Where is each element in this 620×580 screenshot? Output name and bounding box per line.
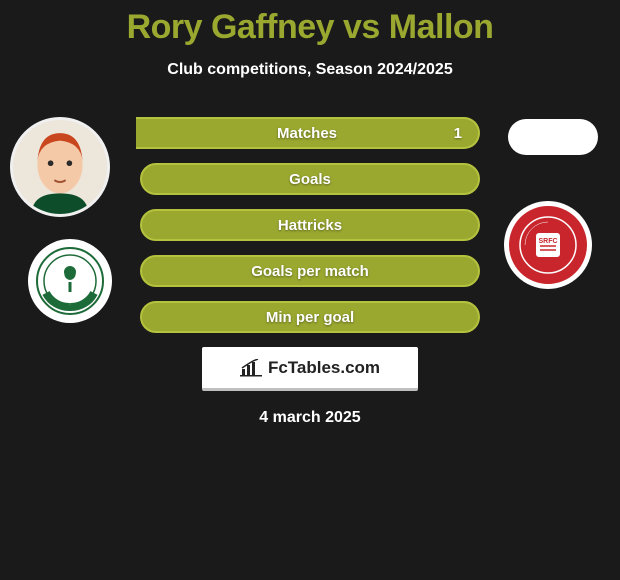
player-face-icon — [13, 120, 107, 214]
brand-text: FcTables.com — [268, 358, 380, 378]
bar-min-per-goal: Min per goal — [140, 301, 480, 333]
svg-text:SRFC: SRFC — [538, 238, 557, 245]
bar-label: Matches — [277, 125, 337, 142]
club-crest-right: SRFC — [504, 201, 592, 289]
player-avatar-left — [10, 117, 110, 217]
bar-hattricks: Hattricks — [140, 209, 480, 241]
comparison-panel: SRFC Matches 1 Goals Hattricks Goals per… — [0, 117, 620, 427]
shamrock-crest-icon — [35, 246, 105, 316]
stat-bars: Matches 1 Goals Hattricks Goals per matc… — [140, 117, 480, 333]
bar-label: Hattricks — [278, 217, 342, 234]
chart-icon — [240, 359, 262, 377]
bar-goals-per-match: Goals per match — [140, 255, 480, 287]
page-title: Rory Gaffney vs Mallon — [0, 0, 620, 47]
right-player-column: SRFC — [500, 117, 610, 289]
club-crest-left — [28, 239, 112, 323]
sligo-crest-icon: SRFC — [513, 210, 583, 280]
left-player-column — [10, 117, 130, 323]
bar-goals: Goals — [140, 163, 480, 195]
brand-box: FcTables.com — [202, 347, 418, 391]
bar-label: Goals — [289, 171, 331, 188]
bar-value-right: 1 — [454, 125, 462, 142]
bar-label: Goals per match — [251, 263, 369, 280]
footer-date: 4 march 2025 — [0, 409, 620, 427]
subtitle: Club competitions, Season 2024/2025 — [0, 61, 620, 79]
bar-matches: Matches 1 — [136, 117, 480, 149]
player-avatar-right — [508, 119, 598, 155]
bar-label: Min per goal — [266, 309, 354, 326]
